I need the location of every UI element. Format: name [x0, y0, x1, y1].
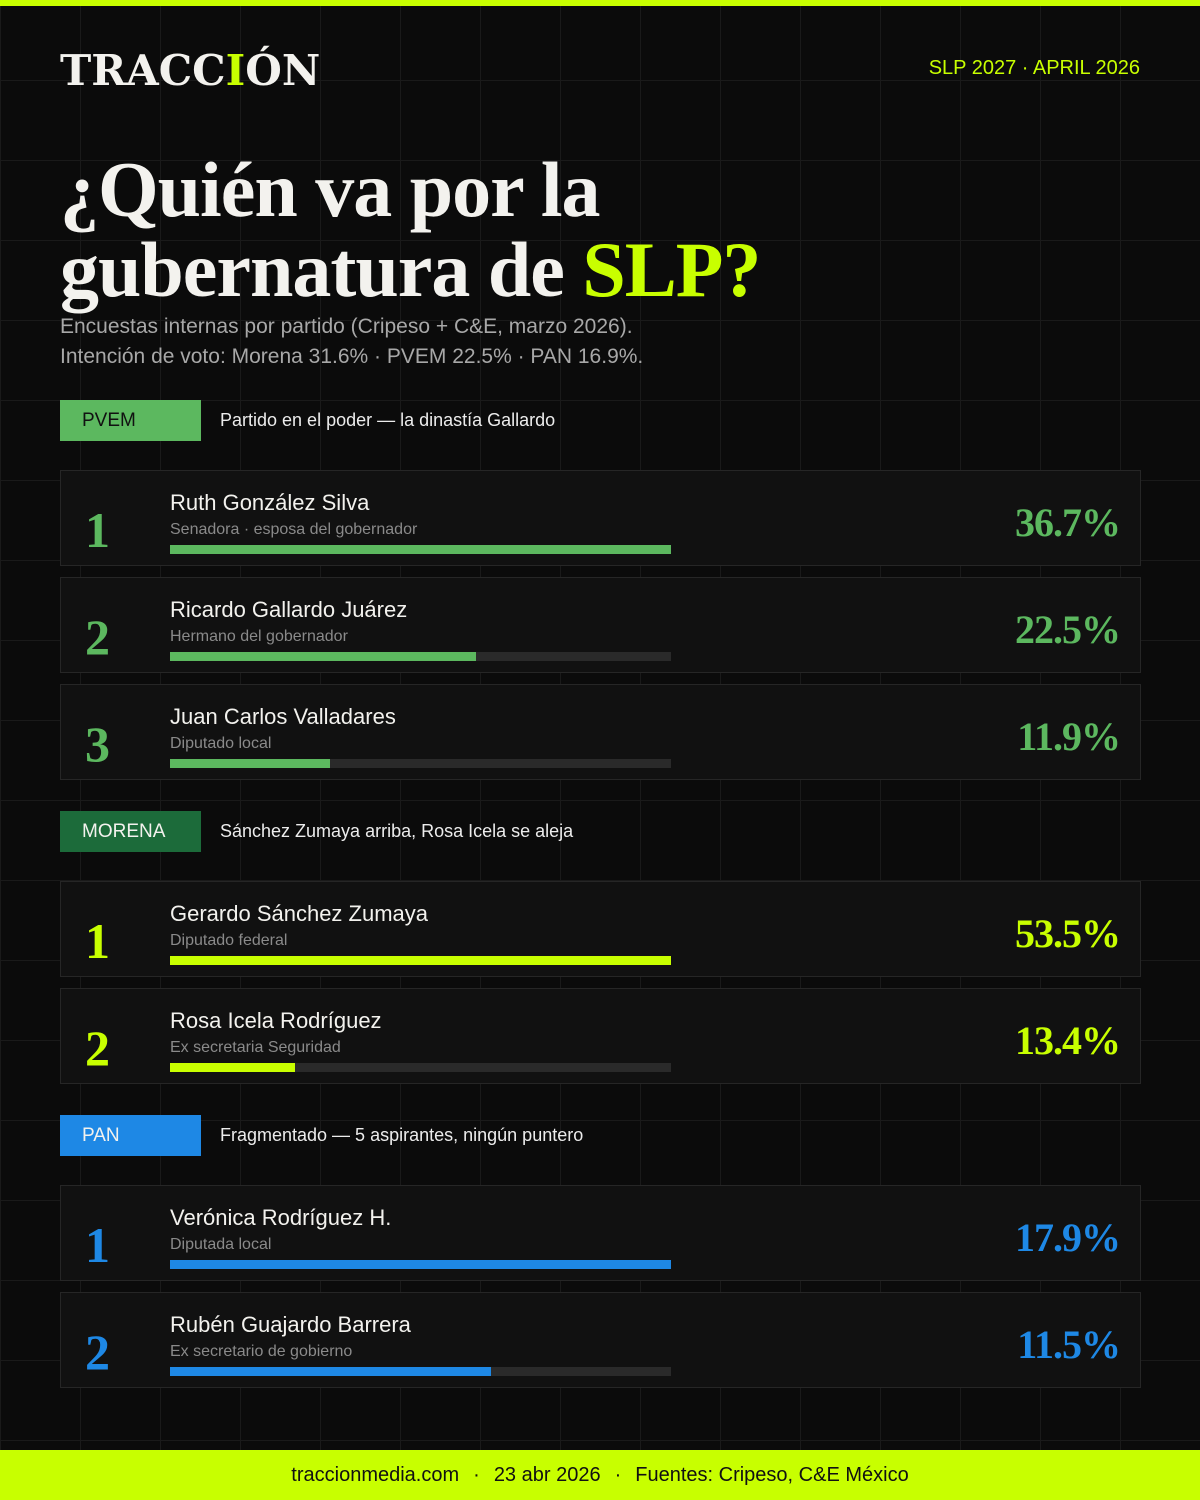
candidate-role: Ex secretario de gobierno [170, 1343, 353, 1360]
party-header-pvem: PVEM Partido en el poder — la dinastía G… [60, 400, 555, 441]
bar-track [170, 1063, 671, 1072]
party-note-pvem: Partido en el poder — la dinastía Gallar… [220, 410, 556, 430]
candidate-name: Ricardo Gallardo Juárez [170, 597, 408, 622]
bar-fill [170, 1063, 296, 1072]
candidate-card: 3 Juan Carlos Valladares Diputado local … [60, 684, 1141, 780]
candidate-role: Diputada local [170, 1236, 272, 1253]
subtitle-line-1: Encuestas internas por partido (Cripeso … [60, 315, 633, 338]
candidate-name: Ruth González Silva [170, 490, 370, 515]
rank-number: 2 [85, 609, 110, 665]
candidate-role: Diputado federal [170, 932, 288, 949]
candidate-name: Juan Carlos Valladares [170, 704, 396, 729]
bar-fill [170, 1367, 491, 1376]
rank-number: 2 [85, 1324, 110, 1380]
party-tag-morena: MORENA [60, 811, 201, 852]
bar-track [170, 1367, 671, 1376]
candidate-percentage: 22.5% [1015, 607, 1121, 652]
party-header-morena: MORENA Sánchez Zumaya arriba, Rosa Icela… [60, 811, 573, 852]
party-header-pan: PAN Fragmentado — 5 aspirantes, ningún p… [60, 1115, 583, 1156]
subtitle: Encuestas internas por partido (Cripeso … [60, 312, 643, 372]
footer-site-link[interactable]: traccionmedia.com [291, 1463, 460, 1486]
candidate-percentage: 17.9% [1015, 1215, 1121, 1260]
bar-track [170, 652, 671, 661]
candidate-role: Diputado local [170, 735, 272, 752]
candidate-name: Rosa Icela Rodríguez [170, 1008, 382, 1033]
footer-sources: Fuentes: Cripeso, C&E México [635, 1463, 909, 1486]
logo-text-suffix: ÓN [245, 46, 321, 95]
candidate-name: Rubén Guajardo Barrera [170, 1312, 411, 1337]
logo: TRACCIÓN [60, 46, 320, 96]
title-highlight: SLP? [582, 226, 761, 313]
party-note-pan: Fragmentado — 5 aspirantes, ningún punte… [220, 1125, 584, 1145]
title-line-2-prefix: gubernatura de [60, 226, 583, 313]
bar-track [170, 1260, 671, 1269]
top-accent-bar [0, 0, 1200, 6]
bar-fill [170, 1260, 671, 1269]
title-line-2: gubernatura de SLP? [60, 230, 960, 310]
party-tag-pan: PAN [60, 1115, 201, 1156]
rank-number: 1 [85, 1217, 110, 1273]
rank-number: 3 [85, 716, 110, 772]
bar-fill [170, 956, 671, 965]
rank-number: 1 [85, 913, 110, 969]
bar-track [170, 956, 671, 965]
edition-label: SLP 2027 · APRIL 2026 [928, 57, 1140, 79]
bar-fill [170, 652, 476, 661]
candidate-percentage: 11.9% [1017, 714, 1121, 759]
candidate-percentage: 13.4% [1015, 1018, 1121, 1063]
candidate-name: Verónica Rodríguez H. [170, 1205, 392, 1230]
candidate-percentage: 36.7% [1015, 500, 1121, 545]
rank-number: 1 [85, 502, 110, 558]
candidate-role: Ex secretaria Seguridad [170, 1039, 341, 1056]
bar-fill [170, 759, 331, 768]
bar-track [170, 759, 671, 768]
footer-date: 23 abr 2026 [493, 1463, 601, 1486]
candidate-role: Hermano del gobernador [170, 628, 348, 645]
footer-separator: · [473, 1463, 480, 1486]
candidate-name: Gerardo Sánchez Zumaya [170, 901, 429, 926]
candidate-card: 2 Ricardo Gallardo Juárez Hermano del go… [60, 577, 1141, 673]
title-line-1: ¿Quién va por la [60, 146, 600, 233]
page-title: ¿Quién va por la gubernatura de SLP? [60, 150, 960, 310]
logo-text-accent: I [225, 46, 246, 95]
rank-number: 2 [85, 1020, 110, 1076]
candidate-role: Senadora · esposa del gobernador [170, 521, 418, 538]
candidate-card: 1 Gerardo Sánchez Zumaya Diputado federa… [60, 881, 1141, 977]
candidate-percentage: 11.5% [1017, 1322, 1121, 1367]
party-tag-pvem: PVEM [60, 400, 201, 441]
candidate-card: 2 Rubén Guajardo Barrera Ex secretario d… [60, 1292, 1141, 1388]
candidate-card: 1 Ruth González Silva Senadora · esposa … [60, 470, 1141, 566]
subtitle-line-2: Intención de voto: Morena 31.6% · PVEM 2… [60, 345, 644, 368]
party-note-morena: Sánchez Zumaya arriba, Rosa Icela se ale… [220, 821, 574, 841]
candidate-card: 2 Rosa Icela Rodríguez Ex secretaria Seg… [60, 988, 1141, 1084]
bar-track [170, 545, 671, 554]
footer: traccionmedia.com · 23 abr 2026 · Fuente… [0, 1450, 1200, 1500]
candidate-card: 1 Verónica Rodríguez H. Diputada local 1… [60, 1185, 1141, 1281]
footer-separator: · [614, 1463, 622, 1486]
candidate-percentage: 53.5% [1015, 911, 1121, 956]
logo-text-prefix: TRACC [60, 46, 226, 95]
bar-fill [170, 545, 671, 554]
